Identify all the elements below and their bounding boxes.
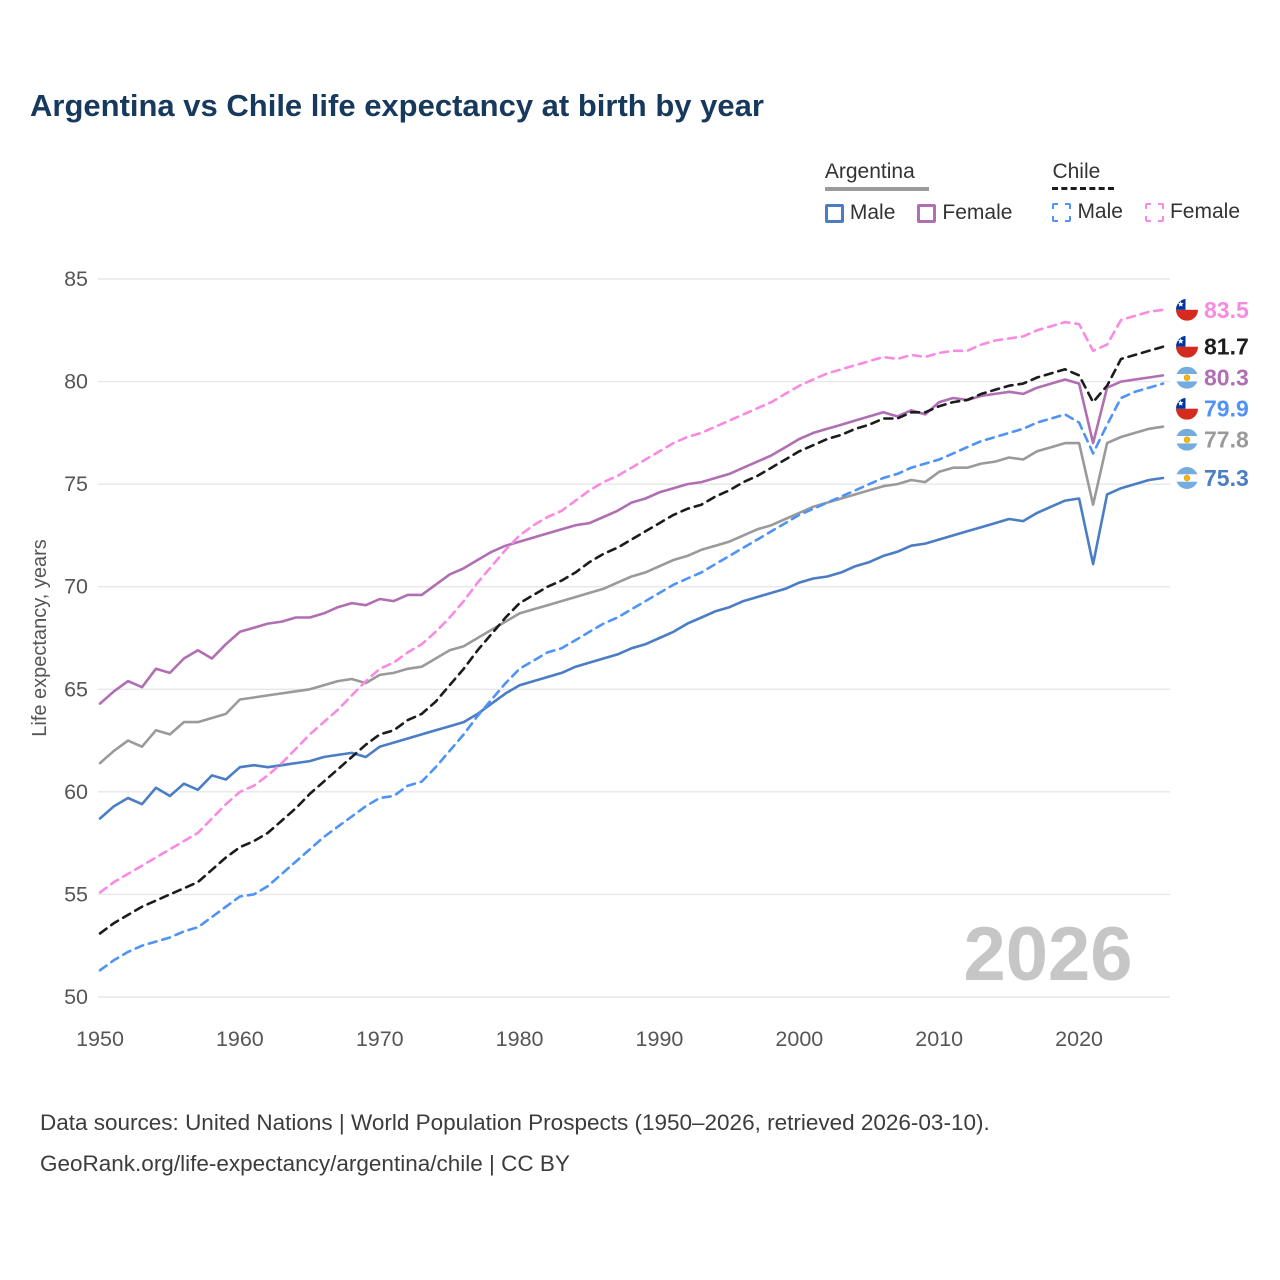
series-line-argentina-male: [98, 476, 1165, 820]
end-value-label-argentina-female: 80.3: [1204, 365, 1249, 391]
series-line-argentina-both: [98, 425, 1165, 765]
legend-label-chile-female: Female: [1169, 200, 1240, 223]
legend-item-argentina-male: Male: [824, 201, 896, 225]
end-value-label-argentina-both: 77.8: [1204, 427, 1249, 453]
legend: Argentina Male Female Chile Male: [824, 160, 1240, 225]
y-tick-label: 50: [64, 985, 88, 1009]
legend-label-chile-male: Male: [1077, 200, 1123, 223]
y-tick-label: 65: [64, 677, 88, 701]
series-line-chile-both: [98, 345, 1165, 935]
y-tick-label: 55: [64, 882, 88, 906]
x-tick-label: 1990: [636, 1027, 684, 1051]
chile-male-swatch-icon: [1052, 202, 1072, 222]
chile-female-swatch-icon: [1144, 202, 1164, 222]
legend-item-chile-female: Female: [1144, 200, 1240, 224]
argentina-female-swatch-icon: [917, 203, 937, 223]
end-value-label-argentina-male: 75.3: [1204, 465, 1249, 491]
page-title: Argentina vs Chile life expectancy at bi…: [30, 88, 764, 123]
legend-chile-header: Chile: [1052, 160, 1115, 190]
argentina-flag-icon: [1176, 366, 1198, 389]
x-tick-label: 1960: [216, 1027, 264, 1051]
end-value-label-chile-male: 79.9: [1204, 396, 1249, 422]
legend-group-argentina: Argentina Male Female: [824, 160, 1012, 225]
argentina-flag-icon: [1176, 428, 1198, 451]
footer: Data sources: United Nations | World Pop…: [40, 1102, 990, 1184]
x-tick-label: 1970: [356, 1027, 404, 1051]
footer-attribution: GeoRank.org/life-expectancy/argentina/ch…: [40, 1151, 570, 1176]
y-tick-label: 75: [64, 472, 88, 496]
argentina-flag-icon: [1176, 466, 1198, 489]
series-line-chile-male: [98, 382, 1165, 972]
x-tick-label: 2000: [775, 1027, 823, 1051]
series-line-argentina-female: [98, 374, 1165, 705]
y-tick-label: 60: [64, 780, 88, 804]
watermark-year: 2026: [963, 912, 1132, 997]
x-tick-label: 2020: [1055, 1027, 1103, 1051]
legend-group-chile: Chile Male Female: [1052, 160, 1240, 225]
legend-label-argentina-male: Male: [849, 201, 896, 224]
series-line-chile-female: [98, 308, 1165, 894]
x-tick-label: 2010: [915, 1027, 963, 1051]
y-tick-label: 80: [64, 370, 88, 394]
footer-data-sources: Data sources: United Nations | World Pop…: [40, 1110, 990, 1135]
chile-flag-icon: [1176, 397, 1198, 420]
chile-flag-icon: [1176, 335, 1198, 358]
x-tick-label: 1980: [496, 1027, 544, 1051]
x-tick-label: 1950: [76, 1027, 124, 1051]
legend-item-chile-male: Male: [1052, 200, 1123, 224]
legend-item-argentina-female: Female: [917, 201, 1012, 225]
y-axis-label: Life expectancy, years: [29, 539, 51, 737]
chile-flag-icon: [1176, 298, 1198, 321]
legend-argentina-header: Argentina: [824, 160, 929, 191]
y-tick-label: 70: [64, 575, 88, 599]
end-value-label-chile-female: 83.5: [1204, 297, 1249, 323]
y-tick-label: 85: [64, 267, 88, 291]
legend-label-argentina-female: Female: [942, 201, 1013, 224]
end-value-label-chile-both: 81.7: [1204, 334, 1249, 360]
argentina-male-swatch-icon: [824, 203, 844, 223]
